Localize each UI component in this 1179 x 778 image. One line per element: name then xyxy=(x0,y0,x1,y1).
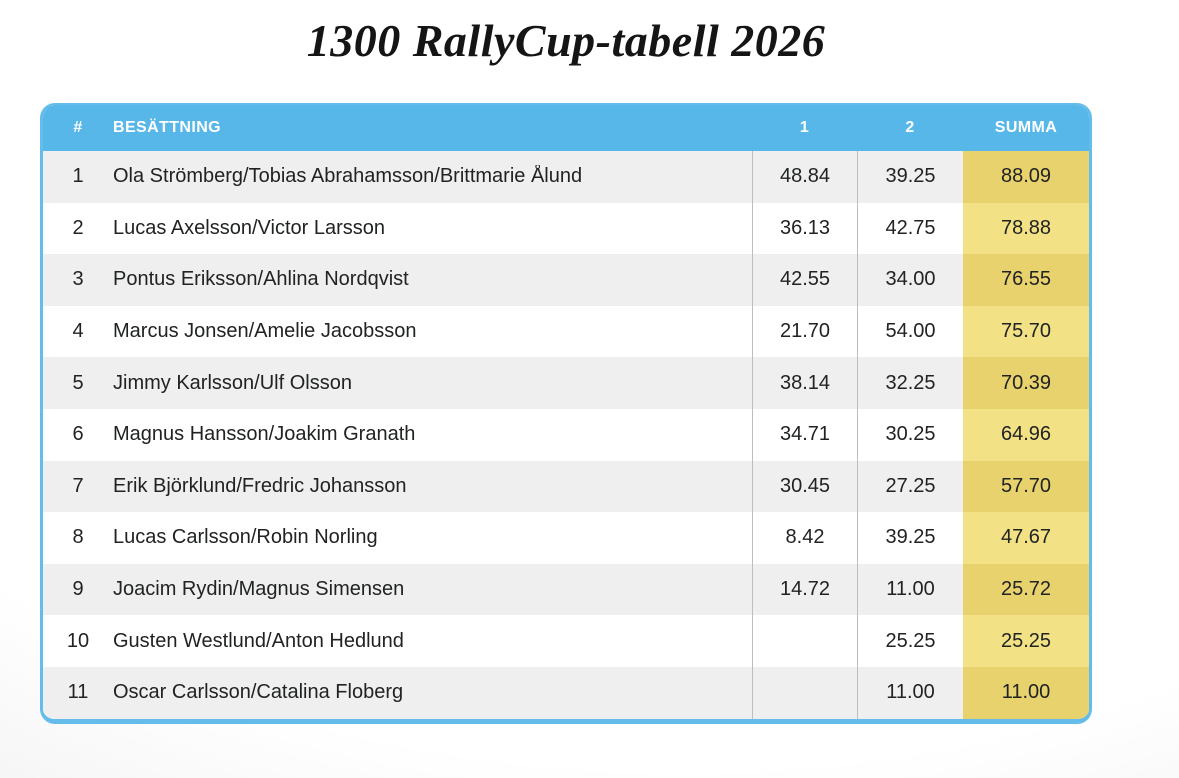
round1-cell: 36.13 xyxy=(752,202,857,255)
table-body: 1 Ola Strömberg/Tobias Abrahamsson/Brittm… xyxy=(43,151,1089,719)
round2-cell: 27.25 xyxy=(857,460,963,513)
page-title: 1300 RallyCup-tabell 2026 xyxy=(306,15,826,66)
crew-cell: Gusten Westlund/Anton Hedlund xyxy=(113,629,404,652)
rank-cell: 2 xyxy=(72,216,84,239)
table-row: 1 Ola Strömberg/Tobias Abrahamsson/Brittm… xyxy=(43,151,1089,203)
summa-cell: 11.00 xyxy=(963,666,1089,719)
round2-cell: 11.00 xyxy=(857,563,963,616)
round1-cell xyxy=(752,666,857,719)
summa-cell: 75.70 xyxy=(963,305,1089,358)
round2-cell: 11.00 xyxy=(857,666,963,719)
round1-cell: 30.45 xyxy=(752,460,857,513)
table-row: 2 Lucas Axelsson/Victor Larsson 36.13 42.75… xyxy=(43,202,1089,255)
table-row: 11 Oscar Carlsson/Catalina Floberg 11.00 11… xyxy=(43,666,1089,719)
table-row: 10 Gusten Westlund/Anton Hedlund 25.25 25.2… xyxy=(43,615,1089,667)
crew-cell: Lucas Carlsson/Robin Norling xyxy=(113,526,378,549)
crew-cell: Lucas Axelsson/Victor Larsson xyxy=(113,216,386,239)
rank-cell: 8 xyxy=(72,526,84,549)
summa-cell: 25.72 xyxy=(963,563,1089,616)
crew-cell: Magnus Hansson/Joakim Granath xyxy=(113,423,416,446)
round2-cell: 30.25 xyxy=(857,408,963,461)
rank-cell: 10 xyxy=(66,629,90,652)
summa-cell: 64.96 xyxy=(963,408,1089,461)
rank-cell: 4 xyxy=(72,320,84,343)
rank-cell: 11 xyxy=(67,681,89,704)
table-row: 7 Erik Björklund/Fredric Johansson 30.45 27… xyxy=(43,460,1089,513)
round2-cell: 39.25 xyxy=(857,151,963,203)
round1-cell: 48.84 xyxy=(752,151,857,203)
crew-cell: Joacim Rydin/Magnus Simensen xyxy=(113,578,405,601)
summa-cell: 76.55 xyxy=(963,254,1089,306)
crew-cell: Pontus Eriksson/Ahlina Nordqvist xyxy=(113,268,409,291)
round2-cell: 25.25 xyxy=(857,615,963,667)
crew-cell: Jimmy Karlsson/Ulf Olsson xyxy=(113,371,352,394)
table-row: 9 Joacim Rydin/Magnus Simensen 14.72 11.00 2… xyxy=(43,563,1089,616)
table-row: 6 Magnus Hansson/Joakim Granath 34.71 30.25… xyxy=(43,408,1089,461)
round2-cell: 54.00 xyxy=(857,305,963,358)
column-header-crew: BESÄTTNING xyxy=(113,119,221,136)
round1-cell: 21.70 xyxy=(752,305,857,358)
table-row: 4 Marcus Jonsen/Amelie Jacobsson 21.70 54.0… xyxy=(43,305,1089,358)
rank-cell: 7 xyxy=(72,474,84,497)
summa-cell: 88.09 xyxy=(963,151,1089,203)
table-row: 5 Jimmy Karlsson/Ulf Olsson 38.14 32.25 70.3… xyxy=(43,357,1089,409)
table-row: 3 Pontus Eriksson/Ahlina Nordqvist 42.55 34… xyxy=(43,254,1089,306)
rank-cell: 3 xyxy=(72,268,84,291)
table-header-row: # BESÄTTNING 1 2 SUMMA xyxy=(43,105,1089,151)
rank-cell: 5 xyxy=(72,371,84,394)
summa-cell: 57.70 xyxy=(963,460,1089,513)
column-header-round2: 2 xyxy=(905,119,915,136)
round2-cell: 32.25 xyxy=(857,357,963,409)
round2-cell: 34.00 xyxy=(857,254,963,306)
page: 1300 RallyCup-tabell 2026 # BESÄTTNING 1… xyxy=(40,0,1092,724)
crew-cell: Marcus Jonsen/Amelie Jacobsson xyxy=(113,320,417,343)
rank-cell: 1 xyxy=(72,165,84,188)
round1-cell: 14.72 xyxy=(752,563,857,616)
column-header-round1: 1 xyxy=(799,119,810,136)
round1-cell: 8.42 xyxy=(752,512,857,564)
summa-cell: 47.67 xyxy=(963,512,1089,564)
crew-cell: Erik Björklund/Fredric Johansson xyxy=(113,474,407,497)
table-row: 8 Lucas Carlsson/Robin Norling 8.42 39.25 47… xyxy=(43,512,1089,564)
crew-cell: Oscar Carlsson/Catalina Floberg xyxy=(113,681,404,704)
round2-cell: 42.75 xyxy=(857,202,963,255)
summa-cell: 25.25 xyxy=(963,615,1089,667)
round1-cell: 42.55 xyxy=(752,254,857,306)
crew-cell: Ola Strömberg/Tobias Abrahamsson/Brittma… xyxy=(113,165,583,188)
round2-cell: 39.25 xyxy=(857,512,963,564)
rank-cell: 9 xyxy=(72,578,84,601)
column-header-total: SUMMA xyxy=(994,119,1058,136)
round1-cell: 34.71 xyxy=(752,408,857,461)
summa-cell: 70.39 xyxy=(963,357,1089,409)
standings-table: # BESÄTTNING 1 2 SUMMA 1 Ola Strömberg/To… xyxy=(40,103,1092,724)
rank-cell: 6 xyxy=(72,423,84,446)
round1-cell: 38.14 xyxy=(752,357,857,409)
round1-cell xyxy=(752,615,857,667)
column-header-rank: # xyxy=(73,119,83,136)
summa-cell: 78.88 xyxy=(963,202,1089,255)
